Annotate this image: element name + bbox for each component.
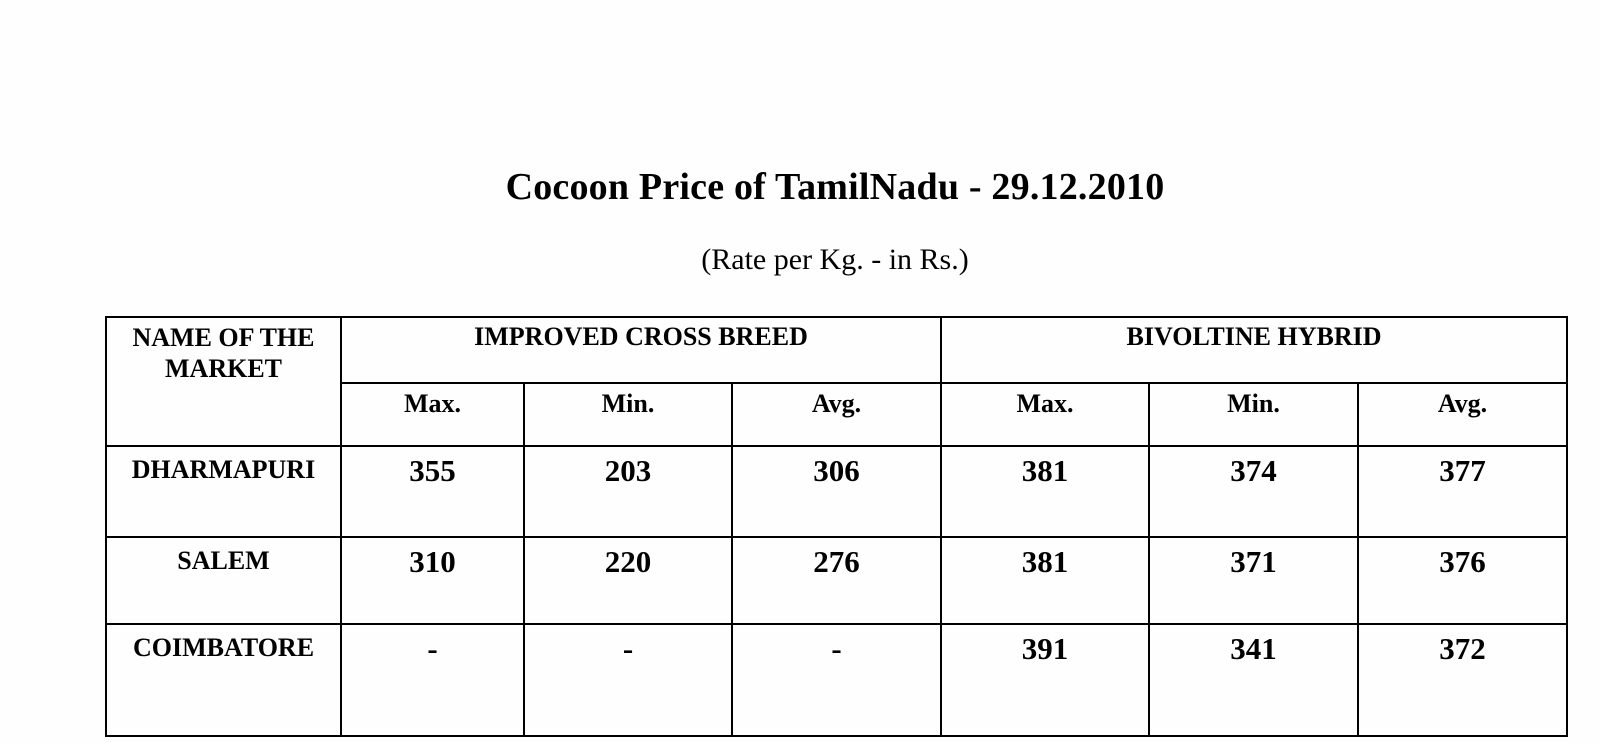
bh-max-value: 381 bbox=[940, 536, 1150, 625]
bh-min-value: 371 bbox=[1148, 536, 1359, 625]
bh-min-header: Min. bbox=[1148, 382, 1359, 447]
icb-avg-value: - bbox=[731, 623, 942, 737]
icb-avg-header: Avg. bbox=[731, 382, 942, 447]
market-name: DHARMAPURI bbox=[105, 445, 342, 538]
icb-max-value: 355 bbox=[340, 445, 525, 538]
page-subtitle: (Rate per Kg. - in Rs.) bbox=[701, 243, 969, 276]
icb-avg-value: 306 bbox=[731, 445, 942, 538]
icb-avg-value: 276 bbox=[731, 536, 942, 625]
icb-max-header: Max. bbox=[340, 382, 525, 447]
market-name: SALEM bbox=[105, 536, 342, 625]
icb-min-header: Min. bbox=[523, 382, 733, 447]
bh-avg-value: 376 bbox=[1356, 536, 1569, 625]
cocoon-price-table: NAME OF THE MARKET IMPROVED CROSS BREED … bbox=[105, 316, 1569, 737]
page-title: Cocoon Price of TamilNadu - 29.12.2010 bbox=[505, 166, 1165, 208]
bh-max-value: 391 bbox=[940, 623, 1150, 737]
market-column-header: NAME OF THE MARKET bbox=[105, 316, 342, 447]
bh-avg-value: 372 bbox=[1356, 623, 1569, 737]
icb-min-value: - bbox=[523, 623, 733, 737]
icb-max-value: - bbox=[340, 623, 525, 737]
bh-min-value: 374 bbox=[1148, 445, 1359, 538]
icb-min-value: 220 bbox=[523, 536, 733, 625]
bh-max-value: 381 bbox=[940, 445, 1150, 538]
table-header-row: NAME OF THE MARKET IMPROVED CROSS BREED … bbox=[105, 316, 1569, 447]
market-name: COIMBATORE bbox=[105, 623, 342, 737]
bh-avg-value: 377 bbox=[1356, 445, 1569, 538]
table-row: SALEM 310 220 276 381 371 376 bbox=[105, 536, 1569, 625]
bh-max-header: Max. bbox=[940, 382, 1150, 447]
table-row: COIMBATORE - - - 391 341 372 bbox=[105, 623, 1569, 737]
bh-avg-header: Avg. bbox=[1356, 382, 1569, 447]
bivoltine-hybrid-header: BIVOLTINE HYBRID bbox=[939, 316, 1569, 384]
table-row: DHARMAPURI 355 203 306 381 374 377 bbox=[105, 445, 1569, 538]
bh-min-value: 341 bbox=[1148, 623, 1359, 737]
table-subheader-row: Max. Min. Avg. Max. Min. Avg. bbox=[106, 382, 1569, 447]
icb-max-value: 310 bbox=[340, 536, 525, 625]
icb-min-value: 203 bbox=[523, 445, 733, 538]
improved-cross-breed-header: IMPROVED CROSS BREED bbox=[340, 316, 942, 384]
